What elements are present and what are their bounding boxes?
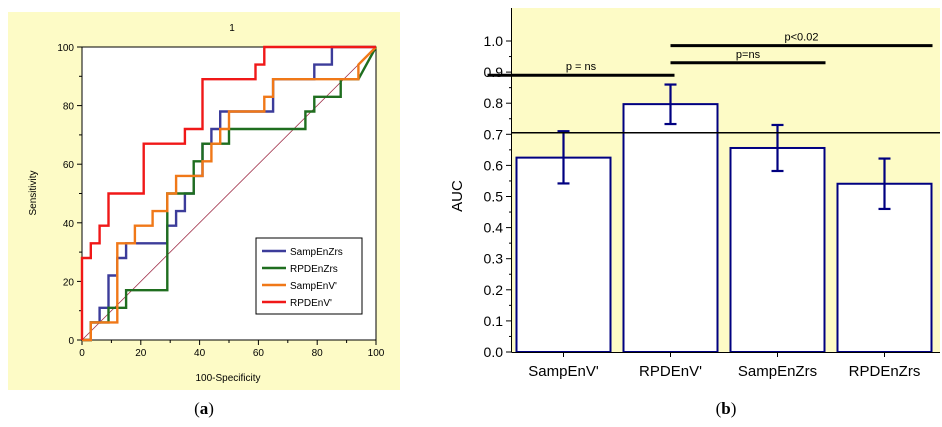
roc-y-tick-label: 100: [57, 43, 74, 54]
roc-curves: [80, 45, 378, 342]
auc-y-tick-label: 0.5: [484, 189, 504, 205]
auc-category-label: RPDEnV': [639, 363, 702, 380]
auc-category-label: SampEnZrs: [738, 363, 817, 380]
auc-y-tick-label: 0.2: [484, 282, 504, 298]
significance-label: p = ns: [566, 61, 597, 73]
roc-y-tick-label: 80: [63, 102, 75, 113]
caption-a: (a): [194, 399, 214, 418]
roc-axis-ticks: 0 20 40 60 80 100 0 20 40 60 80 100: [57, 43, 384, 359]
roc-x-tick-label: 60: [253, 348, 265, 359]
auc-y-tick-label: 0.0: [484, 344, 504, 360]
roc-legend: SampEnZrs RPDEnZrs SampEnV' RPDEnV': [255, 237, 363, 315]
roc-curve-rpdenzrs: [82, 46, 378, 342]
roc-x-tick-label: 0: [79, 348, 85, 359]
auc-y-tick-label: 0.1: [484, 313, 504, 329]
roc-x-tick-label: 100: [368, 348, 385, 359]
auc-y-tick-label: 0.9: [484, 64, 504, 80]
significance-label: p<0.02: [785, 32, 819, 44]
roc-y-tick-label: 60: [63, 160, 75, 171]
auc-significance-annotations: p = ns p=ns p<0.02: [487, 32, 940, 134]
auc-bar: [622, 103, 719, 354]
roc-x-tick-label: 80: [312, 348, 324, 359]
auc-y-tick-label: 0.3: [484, 251, 504, 267]
auc-y-tick-label: 0.4: [484, 220, 504, 236]
caption-b: (b): [716, 399, 737, 418]
legend-label-rpdenzrs: RPDEnZrs: [290, 264, 338, 275]
roc-x-tick-label: 40: [194, 348, 206, 359]
auc-bar: [515, 156, 612, 353]
legend-label-sampenv: SampEnV': [290, 281, 337, 292]
roc-x-tick-label: 20: [135, 348, 147, 359]
roc-curve-sampenv: [82, 46, 377, 342]
roc-curve-rpdenv: [80, 45, 376, 340]
auc-y-axis-label: AUC: [449, 180, 466, 212]
roc-y-tick-label: 20: [63, 277, 75, 288]
roc-y-tick-label: 40: [63, 219, 75, 230]
roc-y-axis-label: Sensitivity: [28, 170, 39, 215]
auc-y-tick-label: 0.8: [484, 95, 504, 111]
roc-y-tick-label: 0: [68, 336, 74, 347]
auc-bar: [729, 146, 826, 353]
roc-panel-title: 1: [229, 23, 235, 34]
auc-y-tick-label: 0.7: [484, 126, 504, 142]
significance-label: p=ns: [736, 49, 761, 61]
auc-axis-ticks: 0.0 0.1 0.2 0.3 0.4 0.5 0.6 0.7 0.8 0.9 1.0 SampEnV…: [484, 33, 921, 380]
auc-y-tick-label: 0.6: [484, 157, 504, 173]
auc-category-label: SampEnV': [528, 363, 599, 380]
auc-y-tick-label: 1.0: [484, 33, 504, 49]
auc-category-label: RPDEnZrs: [849, 363, 921, 380]
auc-bar: [836, 182, 933, 353]
roc-x-axis-label: 100-Specificity: [195, 373, 260, 384]
auc-bars: [515, 83, 933, 354]
legend-label-rpdenv: RPDEnV': [290, 298, 332, 309]
legend-label-sampenzrs: SampEnZrs: [290, 247, 343, 258]
